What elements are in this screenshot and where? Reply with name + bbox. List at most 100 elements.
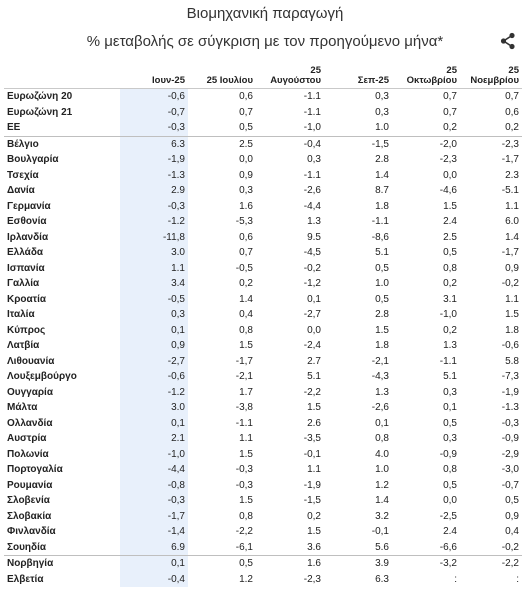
value-cell: -2,6 <box>371 402 389 413</box>
country-cell: Αυστρία <box>7 433 47 444</box>
table-row: Ευρωζώνη 20 -0,6 0,6 -1.1 0,3 0,7 0,7 <box>4 88 522 105</box>
table-row: Ιταλία 0,3 0,4 -2,7 2.8 -1,0 1.5 <box>4 307 522 323</box>
value-cell: -0,6 <box>120 369 188 385</box>
value-cell: -1,4 <box>120 524 188 540</box>
value-cell: -1,0 <box>439 309 457 320</box>
value-cell: 0,9 <box>505 262 519 274</box>
value-cell: -0,3 <box>120 198 188 214</box>
value-cell: 0,5 <box>443 247 457 258</box>
column-header: 25 Αυγούστου <box>256 58 324 89</box>
value-cell: -2,4 <box>303 340 321 351</box>
table-row: Ρουμανία -0,8 -0,3 -1,9 1.2 0,5 -0,7 <box>4 477 522 493</box>
value-cell: 1.0 <box>375 278 389 289</box>
value-cell: -6,1 <box>235 541 253 553</box>
table-row: Λουξεμβούργο -0,6 -2,1 5.1 -4,3 5.1 -7,3 <box>4 369 522 385</box>
share-icon[interactable] <box>500 32 516 50</box>
table-row: Βέλγιο 6.3 2.5 -0,4 -1,5 -2,0 -2,3 <box>4 135 522 152</box>
value-cell: 0,5 <box>443 479 457 491</box>
value-cell: -1,0 <box>303 122 321 133</box>
value-cell: 1.1 <box>307 464 321 475</box>
value-cell: 0,0 <box>239 154 253 165</box>
value-cell: 0,3 <box>443 433 457 444</box>
value-cell: 0,2 <box>505 122 519 133</box>
value-cell: 0,5 <box>505 495 519 506</box>
value-cell: 2.5 <box>443 231 457 243</box>
value-cell: 1.1 <box>239 433 253 444</box>
value-cell: -0,3 <box>120 120 188 136</box>
value-cell: -0,7 <box>120 104 188 120</box>
value-cell: -2,9 <box>501 448 519 460</box>
value-cell: -1.1 <box>303 169 321 181</box>
value-cell: -1.1 <box>439 355 457 367</box>
value-cell: -1.2 <box>120 214 188 230</box>
value-cell: 0,3 <box>375 106 389 118</box>
country-cell: Εσθονία <box>7 216 47 227</box>
value-cell: 0,3 <box>307 154 321 165</box>
value-cell: 0,7 <box>443 91 457 102</box>
table-row: ΕΕ -0,3 0,5 -1,0 1.0 0,2 0,2 <box>4 120 522 136</box>
value-cell: -2,7 <box>303 309 321 320</box>
value-cell: 6.9 <box>120 539 188 556</box>
value-cell: 1.8 <box>505 324 519 336</box>
value-cell: 6.3 <box>375 573 389 585</box>
table-row: Μάλτα 3.0 -3,8 1.5 -2,6 0,1 -1.3 <box>4 400 522 416</box>
value-cell: 2.1 <box>120 431 188 447</box>
table-row: Εσθονία -1.2 -5,3 1.3 -1.1 2.4 6.0 <box>4 214 522 230</box>
table-row: Σλοβενία -0,3 1.5 -1,5 1.4 0,0 0,5 <box>4 493 522 509</box>
value-cell: -1.3 <box>501 402 519 413</box>
value-cell: 0,1 <box>375 417 389 429</box>
country-cell: Δανία <box>7 185 35 196</box>
value-cell: -6,6 <box>439 541 457 553</box>
value-cell: -0,2 <box>501 541 519 553</box>
table-row: Σλοβακία -1,7 0,8 0,2 3.2 -2,5 0,9 <box>4 508 522 524</box>
column-header: Ιουν-25 <box>120 58 188 89</box>
value-cell: -2,1 <box>235 371 253 382</box>
table-row: Λιθουανία -2,7 -1,7 2.7 -2,1 -1.1 5.8 <box>4 353 522 369</box>
value-cell: 0,2 <box>443 122 457 133</box>
table-row: Αυστρία 2.1 1.1 -3,5 0,8 0,3 -0,9 <box>4 431 522 447</box>
value-cell: -1,9 <box>120 152 188 168</box>
value-cell: -3,8 <box>235 402 253 413</box>
value-cell: 4.0 <box>375 448 389 460</box>
value-cell: 2.9 <box>120 183 188 199</box>
value-cell: -1,5 <box>303 495 321 506</box>
country-cell: Ουγγαρία <box>7 386 53 398</box>
value-cell: 5.6 <box>375 541 389 553</box>
value-cell: -2,2 <box>235 526 253 537</box>
value-cell: -0,1 <box>371 526 389 537</box>
table-row: Ελλάδα 3.0 0,7 -4,5 5.1 0,5 -1,7 <box>4 245 522 261</box>
value-cell: -2,1 <box>371 355 389 367</box>
table-row: Γαλλία 3.4 0,2 -1,2 1.0 0,2 -0,2 <box>4 276 522 292</box>
table-row: Τσεχία -1.3 0,9 -1.1 1.4 0,0 2.3 <box>4 167 522 183</box>
value-cell: -1,0 <box>120 446 188 462</box>
value-cell: 0,6 <box>239 231 253 243</box>
value-cell: 1.1 <box>505 200 519 212</box>
column-header: 25 Οκτωβρίου <box>392 58 460 89</box>
value-cell: -2,6 <box>303 185 321 196</box>
value-cell: 2.8 <box>375 154 389 165</box>
table-row: Γερμανία -0,3 1.6 -4,4 1.8 1.5 1.1 <box>4 198 522 214</box>
table-row: Φινλανδία -1,4 -2,2 1.5 -0,1 2.4 0,4 <box>4 524 522 540</box>
value-cell: 0,7 <box>239 106 253 118</box>
value-cell: 0,8 <box>239 510 253 522</box>
value-cell: 0,5 <box>443 417 457 429</box>
value-cell: -2,0 <box>392 135 460 152</box>
country-cell: Λιθουανία <box>7 355 55 367</box>
value-cell: 3.6 <box>307 541 321 553</box>
value-cell: -5.1 <box>501 185 519 196</box>
value-cell: -2,3 <box>460 135 522 152</box>
value-cell: : <box>454 573 457 585</box>
value-cell: -4,4 <box>120 462 188 478</box>
value-cell: 3.0 <box>120 400 188 416</box>
value-cell: 1.5 <box>239 340 253 351</box>
value-cell: 0,0 <box>443 169 457 181</box>
value-cell: -8,6 <box>371 231 389 243</box>
value-cell: 0,3 <box>239 185 253 196</box>
value-cell: 2.7 <box>307 355 321 367</box>
value-cell: 5.8 <box>505 355 519 367</box>
value-cell: -1,7 <box>235 355 253 367</box>
value-cell: -3,0 <box>501 464 519 475</box>
value-cell: -1.1 <box>371 216 389 227</box>
value-cell: 2.6 <box>307 417 321 429</box>
country-cell: Φινλανδία <box>7 526 56 537</box>
